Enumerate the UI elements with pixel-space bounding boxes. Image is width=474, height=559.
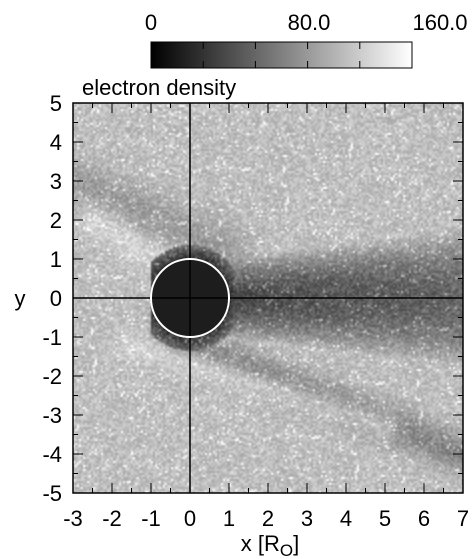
y-tick-label: 1	[50, 247, 62, 272]
plot-area	[73, 103, 463, 493]
colorbar-tick-label-mid: 80.0	[288, 10, 331, 35]
y-tick-label: 0	[50, 286, 62, 311]
y-axis-tick-labels: 5 4 3 2 1 0 -1 -2 -3 -4 -5	[42, 91, 62, 506]
body-circle	[150, 258, 230, 338]
y-tick-label: -2	[42, 364, 62, 389]
y-tick-label: -4	[42, 442, 62, 467]
x-axis-ticks	[72, 103, 464, 493]
y-tick-label: -1	[42, 325, 62, 350]
x-axis-label-subscript: O	[280, 541, 293, 559]
colorbar-gradient	[150, 41, 413, 69]
y-axis-label: y	[15, 286, 26, 311]
y-tick-label: -3	[42, 403, 62, 428]
x-tick-label: 1	[223, 506, 235, 531]
x-tick-label: -1	[141, 506, 161, 531]
y-tick-label: -5	[42, 481, 62, 506]
x-axis-tick-labels: -3 -2 -1 0 1 2 3 4 5 6 7	[63, 506, 469, 531]
chart-title: electron density	[82, 75, 236, 100]
x-tick-label: 7	[457, 506, 469, 531]
x-tick-label: -2	[102, 506, 122, 531]
y-tick-label: 5	[50, 91, 62, 116]
x-tick-label: 6	[418, 506, 430, 531]
x-tick-label: 3	[301, 506, 313, 531]
y-axis-ticks	[73, 102, 463, 494]
y-tick-label: 2	[50, 208, 62, 233]
x-tick-label: 2	[262, 506, 274, 531]
colorbar-tick-label-min: 0	[145, 10, 157, 35]
x-axis-label-base: x [R	[241, 531, 280, 556]
colorbar-tick-label-max: 160.0	[412, 10, 467, 35]
x-tick-label: 5	[379, 506, 391, 531]
colorbar-ticks	[150, 42, 413, 68]
colorbar: 0 80.0 160.0	[145, 10, 468, 69]
x-tick-label: -3	[63, 506, 83, 531]
x-axis-label-close: ]	[293, 531, 299, 556]
y-tick-label: 4	[50, 130, 62, 155]
y-tick-label: 3	[50, 169, 62, 194]
x-axis-label: x [RO]	[241, 531, 299, 559]
x-tick-label: 4	[340, 506, 352, 531]
x-tick-label: 0	[184, 506, 196, 531]
